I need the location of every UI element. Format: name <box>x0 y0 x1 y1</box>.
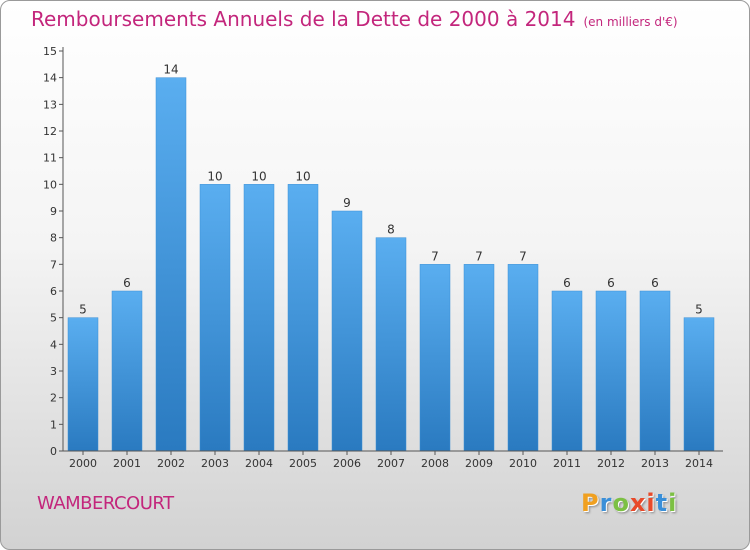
y-tick-label: 6 <box>50 285 57 298</box>
bar-2007 <box>375 237 407 452</box>
bar-2013 <box>639 290 671 452</box>
y-tick-label: 12 <box>43 125 57 138</box>
bars <box>67 77 715 452</box>
x-tick-label-2012: 2012 <box>597 457 625 470</box>
y-tick-label: 13 <box>43 98 57 111</box>
bar-2014 <box>683 317 715 452</box>
logo-letter: P <box>581 489 600 517</box>
x-tick-label-2002: 2002 <box>157 457 185 470</box>
data-label-2007: 8 <box>387 223 395 237</box>
y-tick-label: 5 <box>50 312 57 325</box>
y-tick-label: 8 <box>50 232 57 245</box>
chart-title: Remboursements Annuels de la Dette de 20… <box>31 7 678 31</box>
data-label-2004: 10 <box>251 169 266 183</box>
logo-letter: o <box>612 489 630 517</box>
x-tick-label-2013: 2013 <box>641 457 669 470</box>
x-tick-label-2003: 2003 <box>201 457 229 470</box>
data-label-2008: 7 <box>431 249 439 263</box>
x-tick-label-2010: 2010 <box>509 457 537 470</box>
bar-2002 <box>155 77 187 452</box>
logo-letter: r <box>599 489 613 517</box>
data-label-2009: 7 <box>475 249 483 263</box>
data-label-2011: 6 <box>563 276 571 290</box>
x-tick-label-2011: 2011 <box>553 457 581 470</box>
data-label-2006: 9 <box>343 196 351 210</box>
y-tick-label: 7 <box>50 258 57 271</box>
chart-subtitle: (en milliers d'€) <box>583 15 678 29</box>
logo-letter: t <box>655 489 669 517</box>
y-tick-label: 1 <box>50 418 57 431</box>
bar-2003 <box>199 184 231 452</box>
x-tick-label-2007: 2007 <box>377 457 405 470</box>
y-tick-label: 14 <box>43 72 57 85</box>
x-tick-label-2000: 2000 <box>69 457 97 470</box>
bar-2005 <box>287 184 319 452</box>
commune-name: WAMBERCOURT <box>37 493 174 514</box>
y-tick-label: 11 <box>43 152 57 165</box>
data-label-2013: 6 <box>651 276 659 290</box>
y-tick-label: 4 <box>50 338 57 351</box>
logo-letter: i <box>668 489 678 517</box>
x-tick-label-2005: 2005 <box>289 457 317 470</box>
data-label-2002: 14 <box>163 63 178 77</box>
y-tick-label: 3 <box>50 365 57 378</box>
y-tick-label: 0 <box>50 445 57 458</box>
data-label-2010: 7 <box>519 249 527 263</box>
y-tick-label: 2 <box>50 392 57 405</box>
data-label-2012: 6 <box>607 276 615 290</box>
y-tick-label: 10 <box>43 178 57 191</box>
data-label-2005: 10 <box>295 169 310 183</box>
data-label-2001: 6 <box>123 276 131 290</box>
data-label-2000: 5 <box>79 303 87 317</box>
bar-2008 <box>419 264 451 452</box>
y-tick-label: 15 <box>43 45 57 58</box>
x-axis: 2000 2001 2002 2003 2004 2005 2006 2007 2008 2009… <box>63 450 723 470</box>
data-label-2003: 10 <box>207 169 222 183</box>
y-tick-label: 9 <box>50 205 57 218</box>
bar-2011 <box>551 290 583 452</box>
bar-2009 <box>463 264 495 452</box>
x-tick-label-2004: 2004 <box>245 457 273 470</box>
data-labels: 5 6 14 10 10 10 9 8 7 7 7 6 6 6 5 <box>79 63 703 317</box>
chart-title-text: Remboursements Annuels de la Dette de 20… <box>31 7 576 31</box>
bar-2010 <box>507 264 539 452</box>
bar-2001 <box>111 290 143 452</box>
data-label-2014: 5 <box>695 303 703 317</box>
bar-2012 <box>595 290 627 452</box>
x-tick-label-2008: 2008 <box>421 457 449 470</box>
logo-letter: i <box>646 489 656 517</box>
proxiti-logo: Proxiti <box>581 489 677 517</box>
x-tick-label-2009: 2009 <box>465 457 493 470</box>
x-tick-label-2014: 2014 <box>685 457 713 470</box>
bar-2000 <box>67 317 99 452</box>
x-tick-label-2006: 2006 <box>333 457 361 470</box>
logo-letter: x <box>629 489 647 517</box>
bar-2006 <box>331 210 363 452</box>
x-tick-label-2001: 2001 <box>113 457 141 470</box>
bar-2004 <box>243 184 275 452</box>
